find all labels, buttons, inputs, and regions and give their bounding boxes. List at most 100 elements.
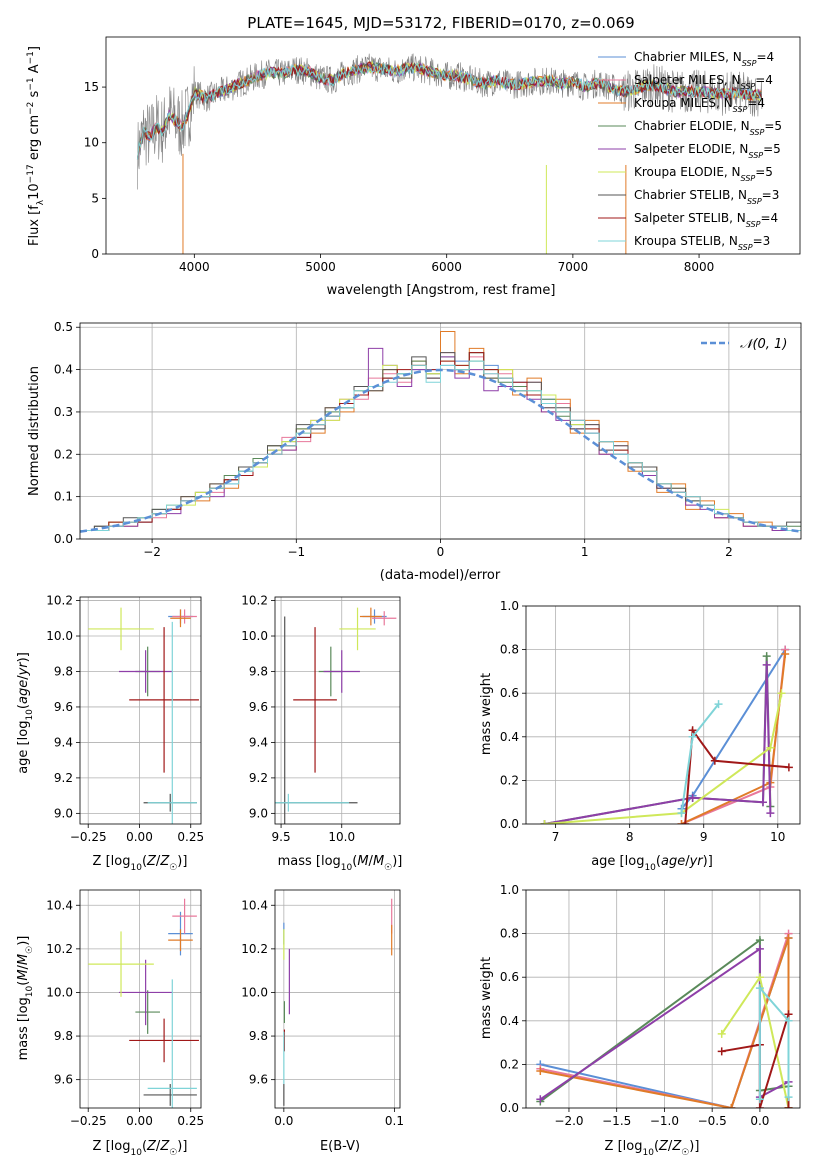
x-tick-label: −1.0	[650, 1114, 679, 1128]
legend-label: Chabrier ELODIE, NSSP=5	[634, 119, 782, 137]
weight-marker	[762, 652, 771, 661]
x-tick-label: 9.5	[272, 830, 291, 844]
errorbars	[275, 607, 397, 824]
weight-marker	[710, 756, 719, 765]
histogram-series	[80, 331, 801, 533]
y-tick-label: 9.4	[249, 735, 268, 749]
weight-marker	[536, 1095, 545, 1104]
y-tick-label: 9.8	[54, 664, 73, 678]
panel-mass-vs-Z: −0.25 0.00 0.25 9.6 9.8 10.0 10.2 10.4	[46, 889, 204, 1128]
model-spectrum	[136, 62, 762, 160]
y-tick-label: 0	[91, 247, 99, 261]
spectrum-plot: 4000 5000 6000 7000 8000 0 5 10 15	[84, 36, 801, 274]
errorbars	[88, 607, 199, 824]
weight-line	[544, 693, 783, 824]
y-tick-label: 9.8	[54, 1029, 73, 1043]
y-tick-label: 9.2	[54, 771, 73, 785]
y-tick-label: 0.0	[500, 1101, 519, 1115]
mass-vs-Z-xlabel: Z [log10(Z/Z☉)]	[93, 1139, 188, 1158]
y-tick-label: 0.0	[54, 532, 73, 546]
panel-age-vs-mass: 9.5 10.0 9.0 9.2 9.4 9.6 9.8 10.0 10.2	[241, 594, 401, 844]
massweight-vs-Z-xlabel: Z [log10(Z/Z☉)]	[605, 1139, 700, 1158]
y-tick-label: 0.2	[54, 447, 73, 461]
weight-marker	[784, 1016, 793, 1025]
axes-frame	[274, 596, 401, 825]
weight-line	[684, 727, 789, 824]
x-tick-label: 0.25	[177, 830, 204, 844]
legend-label: Kroupa STELIB, NSSP=3	[634, 234, 770, 252]
x-tick-label: 4000	[179, 260, 210, 274]
weight-marker	[777, 689, 786, 698]
spectrum-traces	[136, 53, 763, 254]
weight-lines	[536, 929, 793, 1108]
panel-mass-vs-ebv: 0.0 0.1 9.6 9.8 10.0 10.2 10.4	[241, 889, 404, 1128]
mass-vs-ebv-xlabel: E(B-V)	[320, 1139, 360, 1154]
y-tick-label: 0.5	[54, 320, 73, 334]
massweight-vs-Z-ylabel: mass weight	[479, 957, 494, 1039]
legend-label: Salpeter MILES, NSSP=4	[634, 73, 773, 91]
weight-marker	[784, 763, 793, 772]
x-tick-label: −1	[287, 545, 305, 559]
age-vs-mass-xlabel: mass [log10(M/M☉)]	[278, 854, 403, 873]
age-vs-Z-xlabel: Z [log10(Z/Z☉)]	[93, 854, 188, 873]
y-tick-label: 9.0	[54, 806, 73, 820]
hist-legend: 𝒩(0, 1)	[701, 337, 787, 352]
panel-massweight-vs-age: 7 8 9 10 0.0 0.2 0.4 0.6 0.8 1.0	[500, 599, 801, 844]
y-tick-label: 15	[84, 80, 99, 94]
y-tick-label: 10.0	[241, 629, 268, 643]
x-tick-label: −1.5	[602, 1114, 631, 1128]
y-tick-label: 0.8	[500, 927, 519, 941]
legend-label: Kroupa MILES, NSSP=4	[634, 96, 765, 114]
legend-label: Chabrier MILES, NSSP=4	[634, 50, 774, 68]
weight-marker	[677, 820, 686, 824]
legend-label: Chabrier STELIB, NSSP=3	[634, 188, 779, 206]
y-tick-label: 0.8	[500, 643, 519, 657]
weight-marker	[755, 1104, 764, 1108]
errorbars	[88, 898, 199, 1108]
weight-marker	[688, 732, 697, 741]
x-tick-label: 0.1	[385, 1114, 404, 1128]
massweight-vs-age-xlabel: age [log10(age/yr)]	[591, 854, 713, 873]
weight-marker	[784, 933, 793, 942]
y-tick-label: 10.0	[46, 985, 73, 999]
y-tick-label: 0.4	[500, 1014, 519, 1028]
y-tick-label: 10.0	[241, 985, 268, 999]
y-tick-label: 10.4	[241, 898, 268, 912]
y-tick-label: 10.2	[241, 942, 268, 956]
residual-histogram: −2 −1 0 1 2 0.0 0.1 0.2 0.3 0.4 0.5	[54, 320, 802, 559]
weight-lines	[540, 645, 793, 824]
x-tick-label: −2	[143, 545, 161, 559]
weight-marker	[681, 820, 690, 824]
panel-spectrum: 4000 5000 6000 7000 8000 0 5 10 15 wavelength [A…	[26, 36, 801, 298]
legend-label: Salpeter ELODIE, NSSP=5	[634, 142, 781, 160]
legend-label: Kroupa ELODIE, NSSP=5	[634, 165, 773, 183]
spectrum-ylabel: Flux [fλ10−17 erg cm−2 s−1 A−1]	[26, 46, 46, 246]
y-tick-label: 10.4	[46, 898, 73, 912]
y-tick-label: 0.3	[54, 405, 73, 419]
weight-marker	[758, 798, 767, 807]
y-tick-label: 9.4	[54, 735, 73, 749]
x-tick-label: 10.0	[328, 830, 355, 844]
mass-vs-Z-ylabel: mass [log10(M/M☉)]	[16, 936, 35, 1061]
weight-marker	[784, 1104, 793, 1108]
x-tick-label: 5000	[305, 260, 336, 274]
x-tick-label: 2	[725, 545, 733, 559]
axes-frame	[274, 889, 401, 1109]
x-tick-label: 6000	[431, 260, 462, 274]
spectrum-xlabel: wavelength [Angstrom, rest frame]	[327, 283, 556, 298]
panel-age-vs-Z: −0.25 0.00 0.25 9.0 9.2 9.4 9.6 9.8 10.0 10.2	[46, 594, 204, 844]
y-tick-label: 0.0	[500, 817, 519, 831]
hist-legend-label: 𝒩(0, 1)	[740, 337, 787, 352]
weight-marker	[755, 1095, 764, 1104]
normal-curve	[80, 368, 801, 533]
y-tick-label: 0.4	[500, 730, 519, 744]
x-tick-label: 8	[626, 830, 634, 844]
y-tick-label: 9.6	[249, 700, 268, 714]
legend-label: Salpeter STELIB, NSSP=4	[634, 211, 778, 229]
axes-frame	[525, 889, 801, 1109]
y-tick-label: 9.6	[54, 1073, 73, 1087]
x-tick-label: −0.25	[70, 1114, 107, 1128]
weight-marker	[755, 984, 764, 993]
y-tick-label: 10.0	[46, 629, 73, 643]
